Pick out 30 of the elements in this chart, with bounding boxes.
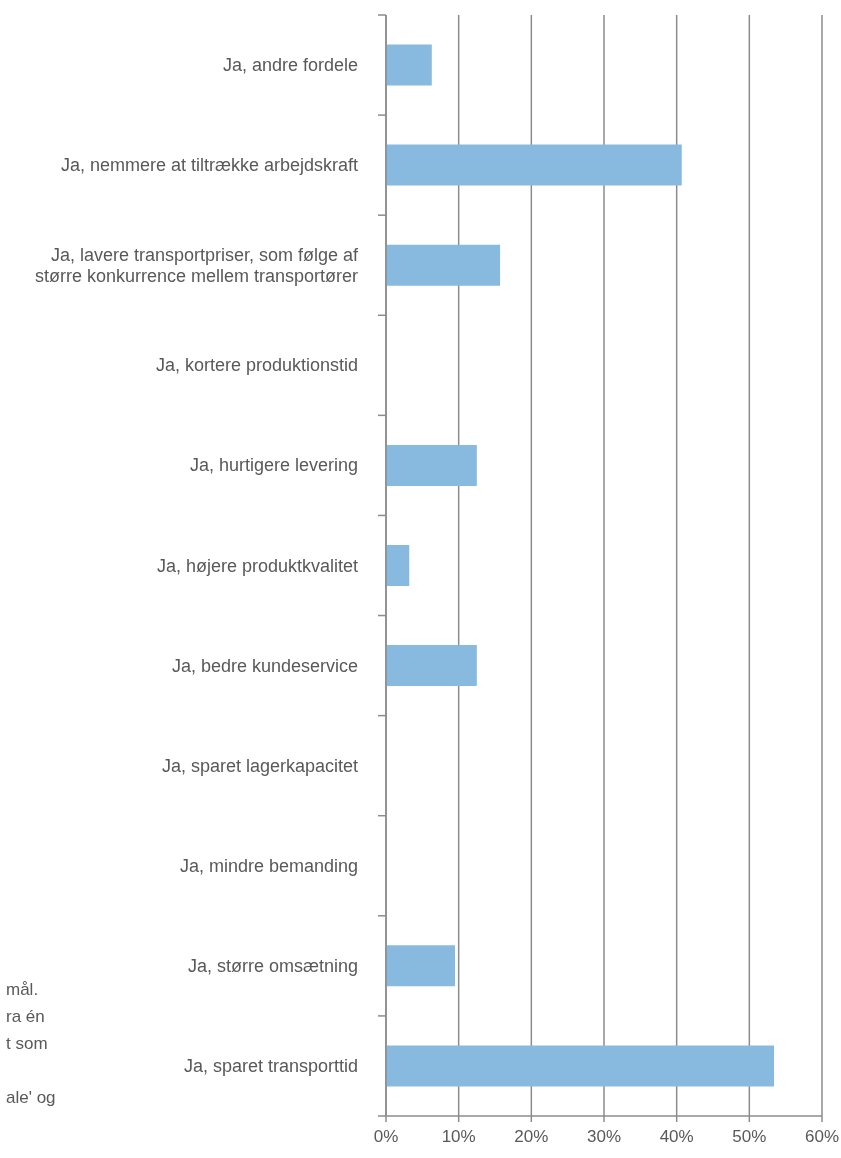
x-tick-label: 0% [373,1127,399,1147]
bar [386,544,410,586]
x-tick-label: 60% [804,1127,840,1147]
bar [386,144,682,186]
bar [386,645,477,687]
y-tick-label: Ja, nemmere at tiltrække arbejdskraft [60,155,358,176]
x-tick-label: 50% [732,1127,767,1147]
text: ale' og [6,1087,56,1109]
y-tick-label: Ja, andre fordele [222,55,358,76]
bar [386,44,432,86]
x-tick-label: 10% [441,1127,476,1147]
x-tick-label: 40% [659,1127,694,1147]
text: mål. [6,979,40,1001]
y-tick-label: Ja, større omsætning [187,955,358,976]
y-tick-label: Ja, bedre kundeservice [171,655,358,676]
bar [386,1045,775,1087]
bar [386,244,501,286]
y-tick-label: Ja, sparet lagerkapacitet [161,755,358,776]
bar [386,444,477,486]
x-tick-label: 30% [586,1127,622,1147]
y-tick-label: Ja, mindre bemanding [179,855,358,876]
y-tick-label: Ja, lavere transportpriser, som følge af større konkurrence mellem transportører [34,244,359,286]
x-tick-label: 20% [514,1127,549,1147]
text: t som [6,1033,49,1055]
y-tick-label: Ja, sparet transporttid [183,1055,358,1076]
text: ra én [6,1006,46,1028]
y-tick-label: Ja, højere produktkvalitet [156,555,358,576]
bar [386,945,456,987]
y-tick-label: Ja, kortere produktionstid [155,355,358,376]
y-tick-label: Ja, hurtigere levering [189,455,358,476]
